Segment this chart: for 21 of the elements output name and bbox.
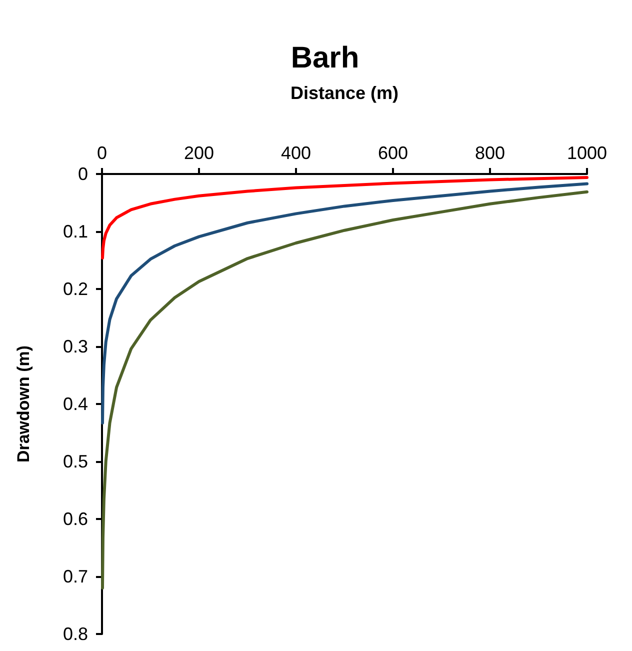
y-tick-label: 0.3 bbox=[62, 336, 88, 356]
y-tick-label: 0.2 bbox=[62, 279, 88, 299]
line-series bbox=[100, 182, 588, 424]
y-tick-label: 0 bbox=[78, 164, 88, 184]
x-tick-label: 200 bbox=[184, 143, 214, 163]
x-tick-label: 600 bbox=[378, 143, 408, 163]
y-tick-label: 0.6 bbox=[62, 509, 88, 529]
x-tick-label: 800 bbox=[474, 143, 506, 163]
y-tick-label: 0.1 bbox=[62, 222, 88, 242]
chart-title: Barh bbox=[290, 42, 360, 74]
y-tick-label: 0.8 bbox=[62, 624, 88, 644]
x-axis-title: Distance (m) bbox=[290, 83, 399, 103]
x-tick-label: 1000 bbox=[566, 143, 608, 163]
line-series bbox=[100, 176, 588, 260]
y-tick-label: 0.7 bbox=[62, 566, 88, 586]
x-tick-label: 400 bbox=[280, 143, 312, 163]
line-series bbox=[100, 190, 588, 590]
y-tick-label: 0.5 bbox=[62, 452, 88, 472]
y-axis-title: Drawdown (m) bbox=[14, 345, 33, 463]
x-tick-label: 0 bbox=[96, 143, 108, 163]
y-tick-label: 0.4 bbox=[62, 394, 88, 414]
